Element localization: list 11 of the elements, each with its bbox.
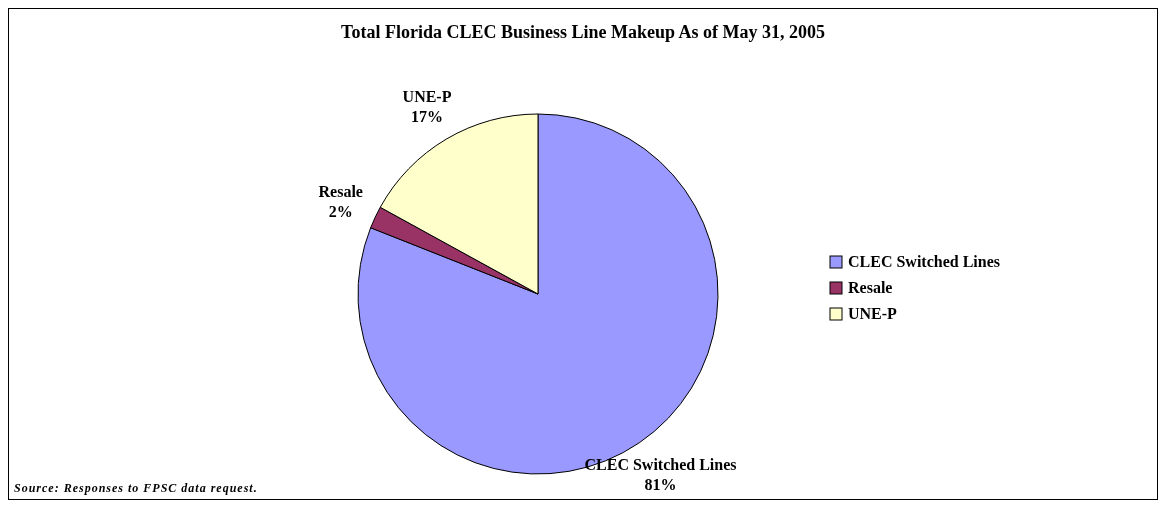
legend-label: UNE-P [848, 305, 898, 322]
data-label: 81% [644, 476, 677, 494]
source-note: Source: Responses to FPSC data request. [14, 481, 258, 495]
legend-label: Resale [848, 279, 893, 296]
slice-label: Resale [318, 183, 363, 201]
slice-label: CLEC Switched Lines [584, 456, 737, 474]
data-label: 17% [411, 108, 444, 126]
chart-title: Total Florida CLEC Business Line Makeup As of May 31, 2005 [341, 22, 825, 42]
data-label: 2% [328, 203, 353, 221]
slice-label: UNE-P [402, 88, 452, 106]
legend-label: CLEC Switched Lines [848, 253, 1001, 270]
